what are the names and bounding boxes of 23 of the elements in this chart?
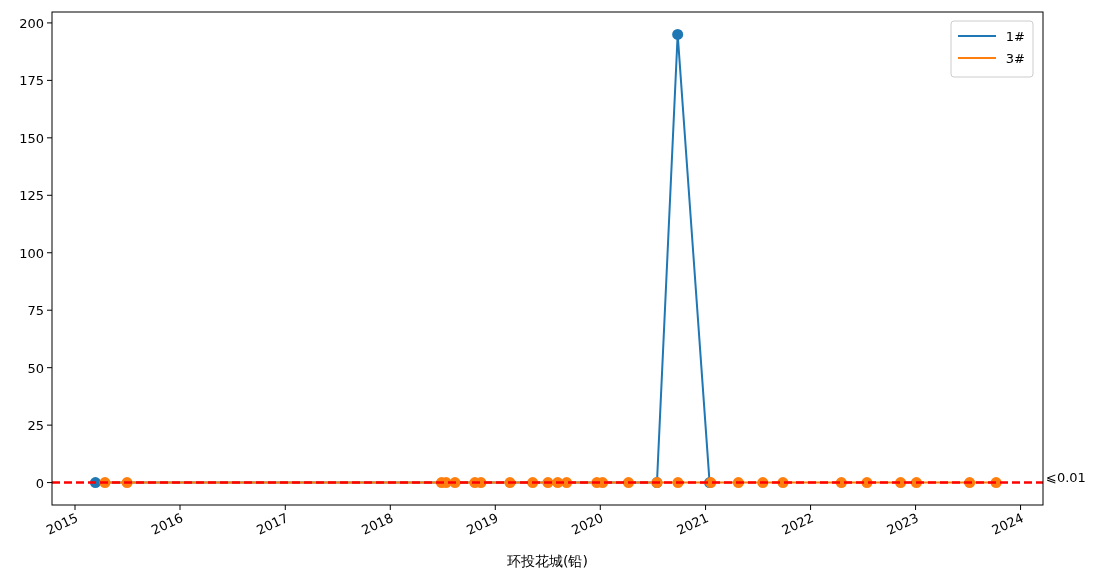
y-tick-label: 200 xyxy=(19,15,44,31)
x-tick-label: 2016 xyxy=(148,510,186,538)
y-tick-label: 25 xyxy=(27,418,44,434)
x-tick-label: 2018 xyxy=(359,510,396,538)
x-tick-label: 2019 xyxy=(464,510,501,538)
y-tick-label: 175 xyxy=(19,73,44,89)
y-tick-label: 150 xyxy=(19,130,44,146)
ref-line-label: ⩽0.01 xyxy=(1046,469,1086,485)
y-tick-label: 0 xyxy=(35,475,44,491)
x-tick-label: 2024 xyxy=(989,510,1026,538)
y-tick-label: 50 xyxy=(27,360,44,376)
y-tick-label: 100 xyxy=(19,245,44,261)
y-tick-label: 125 xyxy=(19,188,44,204)
y-tick-label: 75 xyxy=(27,303,44,319)
legend-label: 1# xyxy=(1005,29,1025,44)
x-tick-label: 2017 xyxy=(254,510,291,538)
x-tick-label: 2020 xyxy=(569,510,606,538)
x-tick-label: 2021 xyxy=(674,510,711,538)
legend-label: 3# xyxy=(1005,51,1025,66)
x-tick-label: 2023 xyxy=(884,510,921,538)
x-tick-label: 2022 xyxy=(779,510,816,538)
x-tick-label: 2015 xyxy=(43,510,81,538)
x-axis-title: 环投花城(铅) xyxy=(507,553,588,569)
